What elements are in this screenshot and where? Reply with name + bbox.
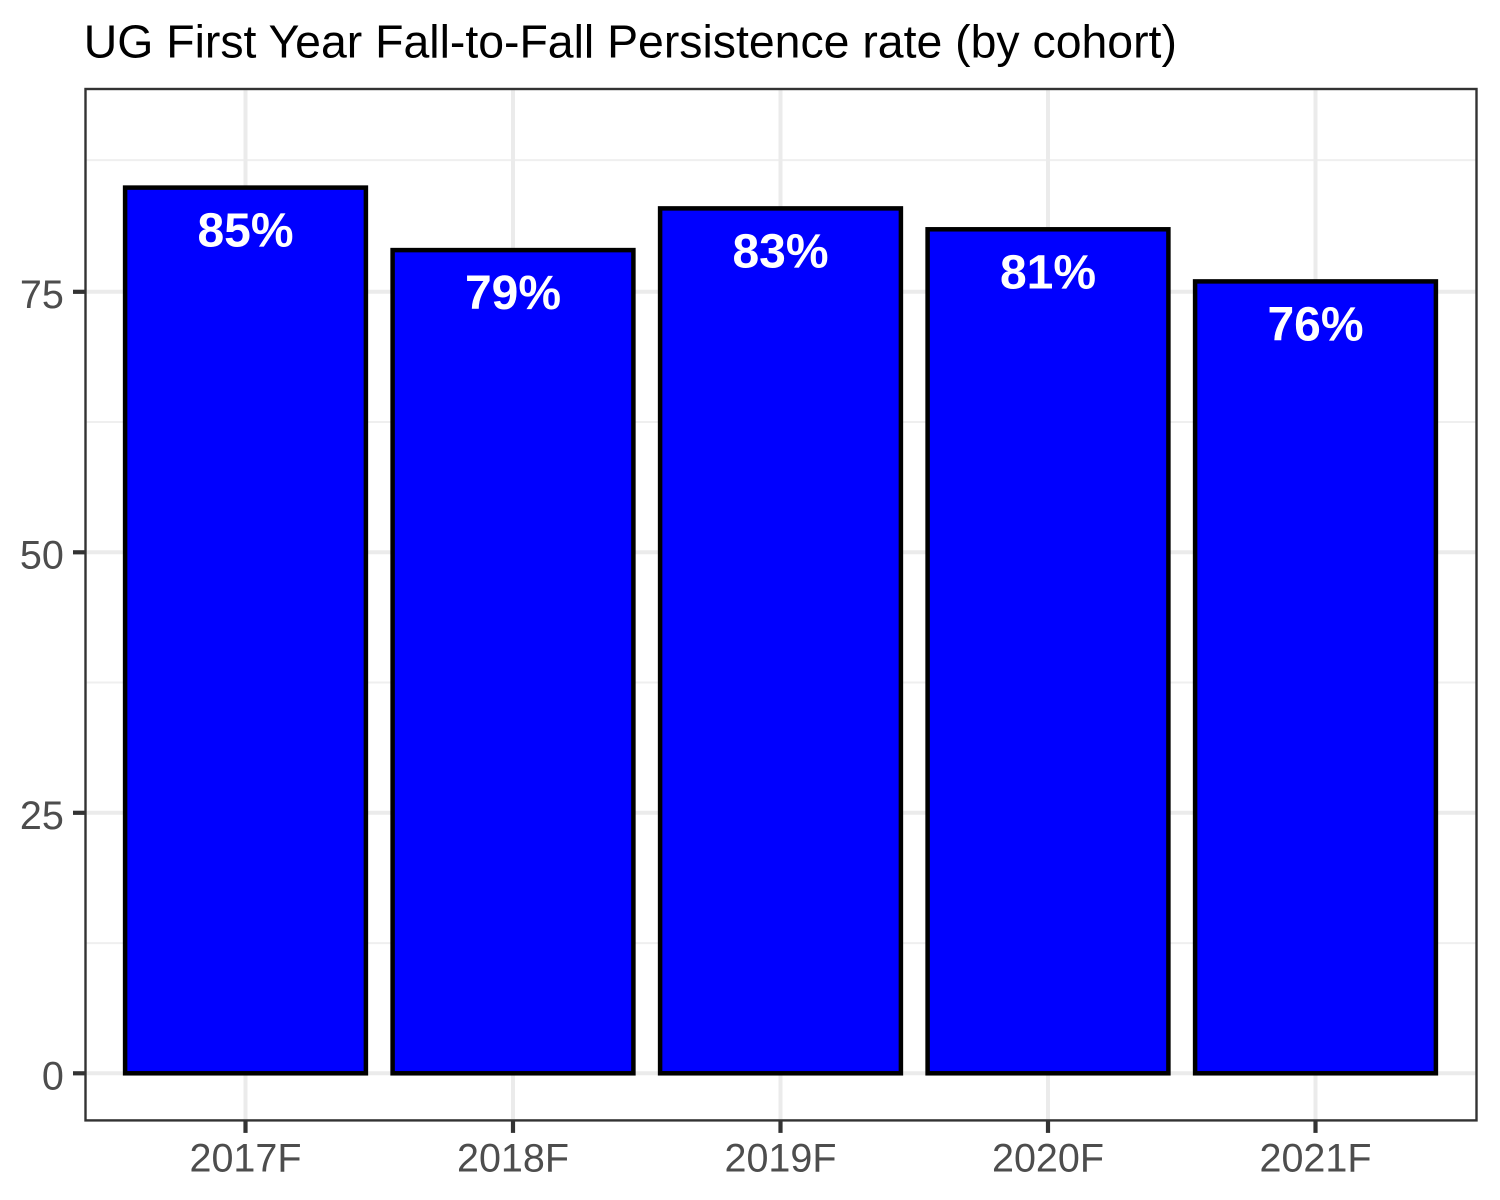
svg-text:79%: 79% — [465, 267, 561, 320]
svg-text:2020F: 2020F — [992, 1136, 1104, 1180]
svg-text:83%: 83% — [732, 226, 828, 279]
svg-text:2021F: 2021F — [1259, 1136, 1371, 1180]
svg-text:2018F: 2018F — [457, 1136, 569, 1180]
svg-text:25: 25 — [20, 794, 64, 838]
svg-text:UG First Year Fall-to-Fall Per: UG First Year Fall-to-Fall Persistence r… — [84, 16, 1177, 68]
svg-text:2017F: 2017F — [189, 1136, 301, 1180]
svg-text:75: 75 — [20, 273, 64, 317]
svg-text:2019F: 2019F — [724, 1136, 836, 1180]
svg-text:50: 50 — [20, 534, 64, 578]
svg-text:85%: 85% — [197, 205, 293, 258]
svg-text:81%: 81% — [1000, 246, 1096, 299]
svg-text:76%: 76% — [1267, 299, 1363, 352]
svg-text:0: 0 — [42, 1055, 64, 1099]
